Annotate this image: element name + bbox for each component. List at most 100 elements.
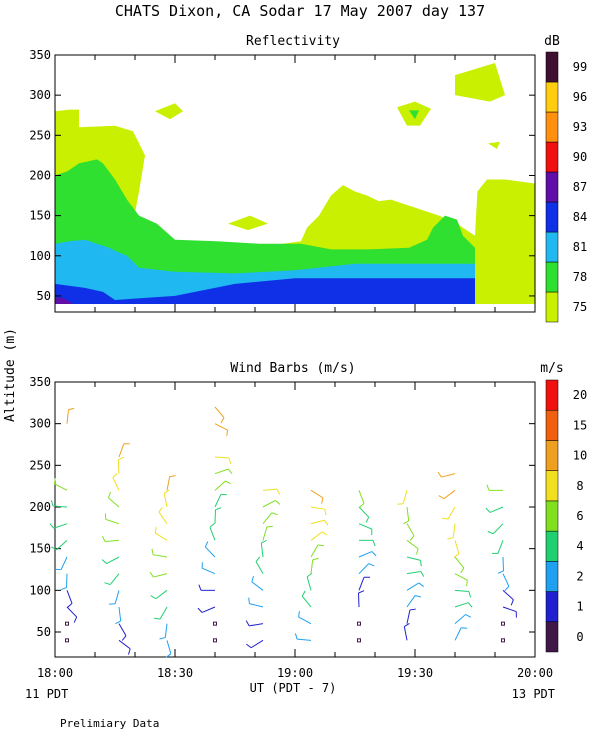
wind-barb-flag <box>54 477 56 485</box>
wind-legend: 0 1 2 4 6 8 10 15 20 <box>545 379 587 653</box>
wind-barb-flag <box>276 488 281 495</box>
wind-barb-staff <box>310 506 325 510</box>
wind-barb-flag <box>255 556 261 562</box>
reflectivity-legend-swatch-87 <box>545 171 559 203</box>
wind-barb-flag <box>437 471 442 478</box>
contour-level-84 <box>55 278 475 304</box>
wind-calm-marker <box>213 638 217 643</box>
reflectivity-ytick-label-100: 100 <box>29 249 51 263</box>
reflectivity-ytick-label-200: 200 <box>29 168 51 182</box>
wind-barb-flag <box>121 635 127 641</box>
wind-barb-staff <box>159 606 168 620</box>
wind-barb-staff <box>106 556 120 565</box>
reflectivity-legend-label-99: 99 <box>573 60 587 74</box>
wind-barb-flag <box>153 617 161 620</box>
reflectivity-ytick-label-350: 350 <box>29 48 51 62</box>
reflectivity-ytick-label-250: 250 <box>29 128 51 142</box>
wind-barb-flag <box>150 595 157 600</box>
wind-barb-staff <box>262 488 277 491</box>
wind-barb-flag <box>324 519 329 526</box>
wind-barb-flag <box>466 580 468 587</box>
wind-barb-flag <box>306 572 313 578</box>
wind-barb-staff <box>452 523 456 538</box>
wind-barb-staff <box>66 409 69 424</box>
wind-barb-flag <box>51 546 57 551</box>
wind-legend-swatch-6 <box>545 500 559 532</box>
contour-spot-75-d <box>488 141 500 149</box>
wind-barb-staff <box>214 494 222 508</box>
wind-barb-staff <box>209 527 216 541</box>
wind-barb-staff <box>310 544 319 558</box>
wind-calm-marker <box>357 621 361 626</box>
wind-barb-staff <box>214 468 229 475</box>
wind-x-ticks: 18:00 18:30 19:00 19:30 20:00 <box>37 382 553 680</box>
wind-legend-swatch-10 <box>545 440 559 471</box>
wind-barb-staff <box>214 456 230 459</box>
wind-barb-flag <box>409 535 415 541</box>
figure-title: CHATS Dixon, CA Sodar 17 May 2007 day 13… <box>115 2 485 20</box>
wind-barb-staff <box>163 493 168 508</box>
wind-barb-staff <box>201 567 216 575</box>
contour-spot-78 <box>409 110 419 120</box>
wind-barb-staff <box>118 606 122 621</box>
wind-barbs-title: Wind Barbs (m/s) <box>230 361 355 376</box>
footer-note: Prelimiary Data <box>60 717 159 730</box>
wind-barb-flag <box>510 599 514 606</box>
wind-ytick-label-350: 350 <box>29 375 51 389</box>
wind-barb-flag <box>197 607 203 613</box>
wind-barb-staff <box>502 589 514 601</box>
wind-barb-flag <box>107 492 111 498</box>
left-bottom-label: 11 PDT <box>25 687 68 701</box>
wind-legend-label-0: 0 <box>576 630 583 644</box>
wind-barb-staff <box>262 526 268 541</box>
wind-barb-flag <box>68 407 75 411</box>
wind-barb-staff <box>310 559 314 574</box>
wind-legend-swatch-8 <box>545 470 559 502</box>
reflectivity-legend-label-90: 90 <box>573 150 587 164</box>
wind-barb-staff <box>52 505 68 508</box>
wind-barb-flag <box>487 530 494 535</box>
wind-barb-flag <box>371 551 377 557</box>
wind-barb-flag <box>220 417 225 424</box>
wind-barb-staff <box>118 639 131 650</box>
wind-barb-flag <box>246 643 252 649</box>
wind-barb-staff <box>441 473 456 478</box>
wind-barb-staff <box>60 556 68 570</box>
wind-legend-label-15: 15 <box>573 418 587 432</box>
wind-barb-flag <box>60 587 67 591</box>
wind-barb-flag <box>251 576 254 583</box>
wind-barb-flag <box>467 602 473 608</box>
wind-legend-swatch-15 <box>545 409 559 441</box>
reflectivity-ytick-label-300: 300 <box>29 88 51 102</box>
wind-barb-staff <box>56 539 68 551</box>
wind-legend-swatch-1 <box>545 591 559 623</box>
reflectivity-legend: 75 78 81 84 87 90 93 96 99 <box>545 51 587 323</box>
wind-ytick-label-200: 200 <box>29 500 51 514</box>
wind-barb-staff <box>251 581 264 591</box>
wind-barb-staff <box>166 476 171 491</box>
wind-barb-staff <box>112 477 120 491</box>
wind-barb-staff <box>447 506 456 520</box>
wind-barb-flag <box>227 468 233 475</box>
wind-barb-staff <box>358 523 373 530</box>
wind-barb-flag <box>359 503 365 508</box>
wind-barb-staff <box>492 523 504 535</box>
wind-barb-flag <box>416 548 419 555</box>
wind-barb-staff <box>402 490 408 504</box>
wind-barb-staff <box>260 543 264 558</box>
wind-barb-staff <box>117 459 120 474</box>
reflectivity-legend-swatch-93 <box>545 111 559 143</box>
wind-barb-staff <box>358 506 370 518</box>
wind-barb-staff <box>201 606 216 613</box>
wind-barb-flag <box>461 627 468 629</box>
wind-barb-flag <box>204 541 209 548</box>
reflectivity-legend-label-87: 87 <box>573 180 587 194</box>
wind-barb-flag <box>101 535 106 542</box>
wind-barb-flag <box>225 480 231 485</box>
wind-barb-flag <box>312 557 319 561</box>
wind-barb-flag <box>414 595 421 598</box>
reflectivity-ytick-label-50: 50 <box>37 289 51 303</box>
reflectivity-legend-label-75: 75 <box>573 300 587 314</box>
wind-barb-flag <box>228 457 232 464</box>
